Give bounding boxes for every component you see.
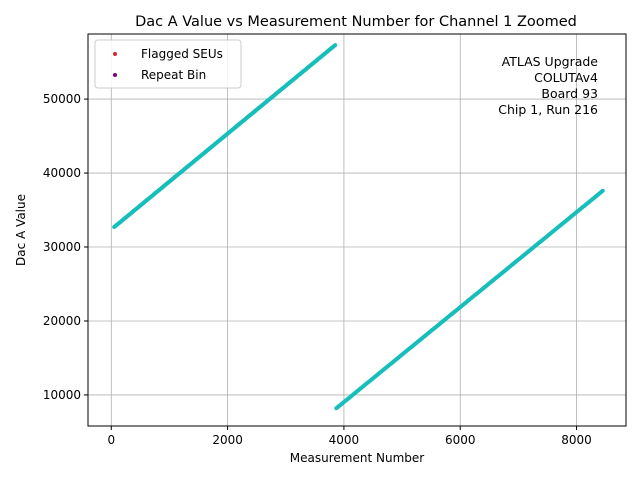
plot-frame (87, 33, 627, 427)
data-point (600, 188, 605, 193)
y-tick-label: 10000 (43, 388, 81, 402)
y-tick-label: 40000 (43, 166, 81, 180)
y-tick-label: 30000 (43, 240, 81, 254)
x-tick-label: 0 (107, 433, 115, 447)
annotation-line-1: ATLAS Upgrade (502, 54, 599, 69)
x-tick-label: 2000 (212, 433, 243, 447)
x-axis-label: Measurement Number (290, 451, 424, 465)
legend-box (94, 39, 242, 89)
x-axis-ticks: 0 2000 4000 6000 8000 (107, 426, 592, 447)
legend-label-flagged-seus: Flagged SEUs (141, 47, 223, 61)
data-point (333, 43, 338, 48)
annotation-line-3: Board 93 (541, 86, 598, 101)
legend-marker-flagged-seus (113, 52, 117, 56)
annotation-line-4: Chip 1, Run 216 (498, 102, 598, 117)
x-tick-label: 6000 (445, 433, 476, 447)
annotation-line-2: COLUTAv4 (534, 70, 598, 85)
legend-label-repeat-bin: Repeat Bin (141, 68, 206, 82)
x-tick-label: 4000 (329, 433, 360, 447)
y-tick-label: 20000 (43, 314, 81, 328)
legend-marker-repeat-bin (113, 73, 117, 77)
grid (88, 34, 626, 426)
chart-title: Dac A Value vs Measurement Number for Ch… (135, 14, 577, 30)
y-axis-label: Dac A Value (14, 194, 28, 266)
x-tick-label: 8000 (561, 433, 592, 447)
data-points (112, 43, 605, 411)
legend: Flagged SEUs Repeat Bin (94, 39, 242, 89)
annotation: ATLAS Upgrade COLUTAv4 Board 93 Chip 1, … (498, 54, 598, 117)
y-axis-ticks: 10000 20000 30000 40000 50000 (43, 92, 88, 402)
y-tick-label: 50000 (43, 92, 81, 106)
